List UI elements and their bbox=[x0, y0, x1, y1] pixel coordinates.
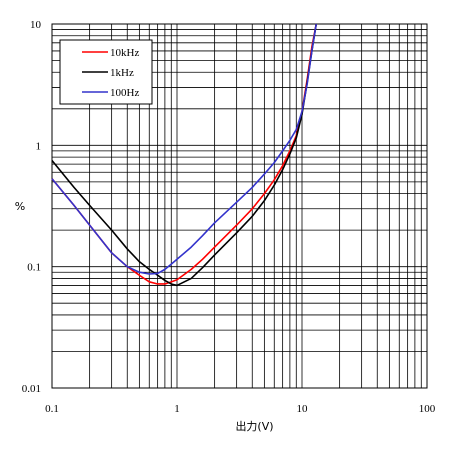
x-tick-label: 100 bbox=[419, 403, 436, 415]
y-tick-label: 10 bbox=[30, 19, 42, 31]
y-axis-label: % bbox=[15, 200, 25, 213]
legend-label: 1kHz bbox=[110, 67, 134, 79]
y-tick-label: 0.01 bbox=[22, 383, 41, 395]
legend-label: 100Hz bbox=[110, 87, 139, 99]
series-line-1khz bbox=[51, 23, 318, 287]
legend: 10kHz 1kHz 100Hz bbox=[59, 39, 153, 105]
tick-labels: 0.1 1 10 100 0.01 0.1 1 10 bbox=[22, 19, 436, 415]
x-axis-label: 出力(V) bbox=[235, 419, 273, 433]
x-tick-label: 0.1 bbox=[45, 403, 59, 415]
x-tick-label: 10 bbox=[297, 403, 309, 415]
y-tick-label: 0.1 bbox=[27, 262, 41, 274]
series-line-100hz bbox=[51, 23, 318, 275]
x-tick-label: 1 bbox=[174, 403, 180, 415]
legend-label: 10kHz bbox=[110, 47, 139, 59]
plot-frame bbox=[51, 23, 428, 389]
y-tick-label: 1 bbox=[36, 140, 42, 152]
series-lines bbox=[51, 23, 318, 287]
